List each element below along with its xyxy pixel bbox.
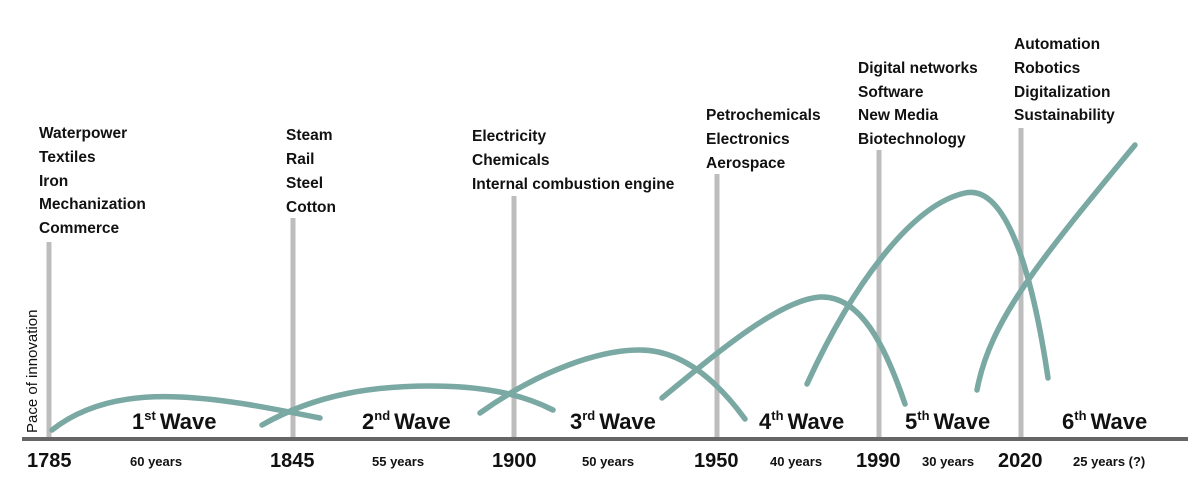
era-markers bbox=[46, 128, 1024, 438]
year-label-2020: 2020 bbox=[998, 450, 1043, 472]
wave-curve-4 bbox=[659, 294, 908, 407]
tech-list-1950: Petrochemicals Electronics Aerospace bbox=[706, 107, 821, 172]
duration-label-3: 50 years bbox=[582, 454, 634, 469]
tech-list-1990: Digital networks Software New Media Biot… bbox=[858, 60, 978, 148]
wave-label-5: 5th Wave bbox=[905, 408, 990, 434]
year-label-1785: 1785 bbox=[27, 450, 72, 472]
tech-item: Rail bbox=[286, 151, 314, 168]
wave-label-1: 1st Wave bbox=[132, 408, 216, 434]
wave-labels: 1st Wave 2nd Wave 3rd Wave 4th Wave 5th Wave … bbox=[132, 408, 1147, 434]
tech-item: Mechanization bbox=[39, 196, 146, 213]
duration-label-5: 30 years bbox=[922, 454, 974, 469]
tech-item: Internal combustion engine bbox=[472, 176, 675, 193]
tech-item: Electronics bbox=[706, 131, 790, 148]
tech-item: Sustainability bbox=[1014, 107, 1115, 124]
tech-item: New Media bbox=[858, 107, 938, 124]
tech-item: Electricity bbox=[472, 128, 546, 145]
year-label-1845: 1845 bbox=[270, 450, 315, 472]
tech-list-1900: Electricity Chemicals Internal combustio… bbox=[472, 128, 675, 193]
wave-label-2: 2nd Wave bbox=[362, 408, 451, 434]
year-label-1900: 1900 bbox=[492, 450, 537, 472]
tech-item: Automation bbox=[1014, 36, 1100, 53]
tech-item: Digitalization bbox=[1014, 84, 1110, 101]
tech-item: Steel bbox=[286, 175, 323, 192]
wave-label-6: 6th Wave bbox=[1062, 408, 1147, 434]
wave-curve-6 bbox=[974, 142, 1138, 393]
duration-label-2: 55 years bbox=[372, 454, 424, 469]
tech-item: Aerospace bbox=[706, 155, 786, 172]
tech-item: Iron bbox=[39, 173, 68, 190]
tech-item: Digital networks bbox=[858, 60, 978, 77]
tech-item: Biotechnology bbox=[858, 131, 966, 148]
tech-item: Textiles bbox=[39, 149, 96, 166]
wave-curve-3 bbox=[477, 347, 748, 422]
wave-curve-2 bbox=[259, 383, 556, 428]
wave-label-4: 4th Wave bbox=[759, 408, 844, 434]
tech-item: Chemicals bbox=[472, 152, 550, 169]
wave-label-3: 3rd Wave bbox=[570, 408, 656, 434]
wave-curve-5 bbox=[804, 189, 1051, 387]
y-axis-label: Pace of innovation bbox=[24, 310, 41, 433]
duration-label-1: 60 years bbox=[130, 454, 182, 469]
year-label-1990: 1990 bbox=[856, 450, 901, 472]
tech-item: Software bbox=[858, 84, 924, 101]
duration-label-6: 25 years (?) bbox=[1073, 454, 1145, 469]
duration-label-4: 40 years bbox=[770, 454, 822, 469]
tech-list-1845: Steam Rail Steel Cotton bbox=[286, 127, 336, 216]
tech-item: Robotics bbox=[1014, 60, 1080, 77]
wave-curve-1 bbox=[49, 393, 323, 433]
tech-list-1785: Waterpower Textiles Iron Mechanization C… bbox=[39, 125, 146, 237]
wave-curves bbox=[49, 142, 1138, 433]
year-label-1950: 1950 bbox=[694, 450, 739, 472]
tech-list-2020: Automation Robotics Digitalization Susta… bbox=[1014, 36, 1115, 124]
duration-labels: 60 years 55 years 50 years 40 years 30 y… bbox=[130, 454, 1145, 469]
year-labels: 1785 1845 1900 1950 1990 2020 bbox=[27, 450, 1043, 472]
tech-item: Commerce bbox=[39, 220, 119, 237]
tech-item: Cotton bbox=[286, 199, 336, 216]
tech-item: Waterpower bbox=[39, 125, 127, 142]
tech-item: Petrochemicals bbox=[706, 107, 821, 124]
tech-item: Steam bbox=[286, 127, 333, 144]
